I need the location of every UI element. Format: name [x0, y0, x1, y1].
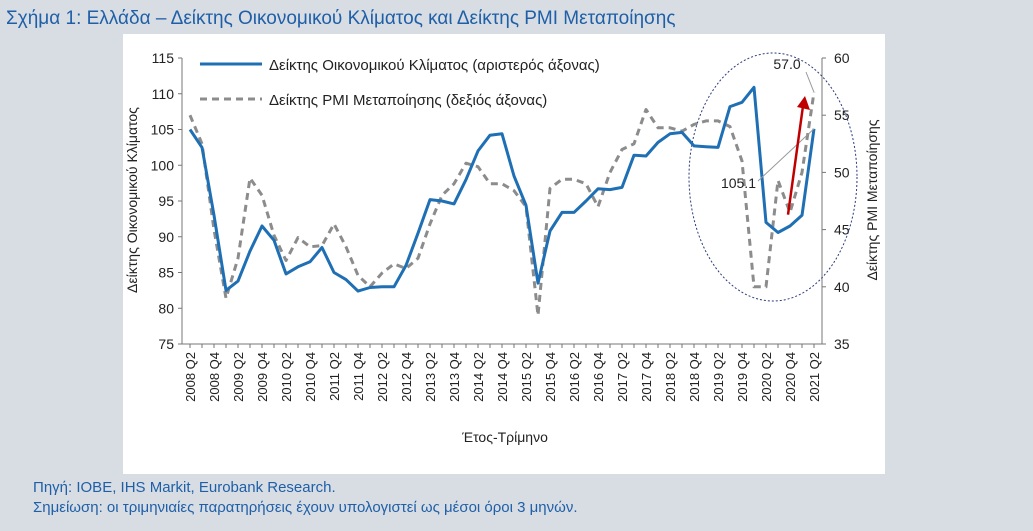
x-tick-label: 2009 Q2 [231, 352, 246, 402]
annotations: 105.1 57.0 [721, 56, 815, 215]
y-right-tick-label: 55 [834, 107, 850, 123]
x-tick-label: 2020 Q2 [759, 352, 774, 402]
y-left-tick-label: 95 [158, 193, 174, 209]
y-left-tick-label: 115 [152, 50, 175, 66]
x-tick-label: 2018 Q4 [687, 352, 702, 402]
series-layer [188, 52, 858, 317]
y-left-tick-label: 100 [151, 157, 175, 173]
y-left-tick-label: 110 [152, 86, 175, 102]
recovery-arrow-shaft [786, 105, 805, 215]
x-tick-label: 2011 Q4 [351, 352, 366, 401]
highlight-ellipse [688, 52, 858, 302]
pmi-series-line [188, 92, 816, 317]
x-tick-label: 2014 Q2 [471, 352, 486, 402]
y-axis-right-title: Δείκτης PMI Μεταποίησης [864, 119, 880, 280]
y-right-tick-label: 40 [834, 279, 850, 295]
x-tick-label: 2017 Q4 [639, 352, 654, 402]
x-tick-label: 2019 Q2 [711, 352, 726, 402]
x-tick-label: 2012 Q2 [375, 352, 390, 402]
x-tick-label: 2015 Q2 [519, 352, 534, 402]
legend-pmi-label: Δείκτης PMI Μεταποίησης (δεξιός άξονας) [269, 92, 547, 109]
pmi-callout-line [805, 71, 815, 93]
y-left-tick-label: 85 [158, 265, 174, 281]
x-tick-label: 2015 Q4 [543, 352, 558, 402]
y-axis-left-title: Δείκτης Οικονομικού Κλίματος [124, 107, 140, 293]
pmi-last-value-label: 57.0 [773, 56, 800, 72]
x-tick-label: 2018 Q2 [663, 352, 678, 402]
esi-last-value-label: 105.1 [721, 175, 756, 191]
recovery-arrow-head [797, 96, 810, 110]
x-tick-label: 2010 Q2 [279, 352, 294, 402]
x-tick-label: 2021 Q2 [807, 352, 822, 402]
legend: Δείκτης Οικονομικού Κλίματος (αριστερός … [200, 57, 600, 109]
y-right-tick-label: 35 [834, 336, 850, 352]
x-tick-label: 2012 Q4 [399, 352, 414, 402]
y-right-tick-label: 50 [834, 164, 850, 180]
x-tick-label: 2020 Q4 [783, 352, 798, 402]
y-left-tick-label: 90 [158, 229, 174, 245]
legend-esi-label: Δείκτης Οικονομικού Κλίματος (αριστερός … [269, 57, 600, 74]
y-right-tick-label: 45 [834, 222, 850, 238]
y-left-tick-label: 80 [158, 300, 174, 316]
x-tick-label: 2016 Q4 [591, 352, 606, 402]
x-tick-label: 2014 Q4 [495, 352, 510, 402]
x-tick-label: 2008 Q4 [207, 352, 222, 402]
figure-title: Σχήμα 1: Ελλάδα – Δείκτης Οικονομικού Κλ… [6, 8, 676, 29]
x-tick-label: 2009 Q4 [255, 352, 270, 402]
y-left-tick-label: 105 [151, 122, 175, 138]
esi-callout-line [757, 128, 815, 182]
x-tick-label: 2013 Q4 [447, 352, 462, 402]
y-right-tick-label: 60 [834, 50, 850, 66]
x-tick-label: 2017 Q2 [615, 352, 630, 402]
x-tick-label: 2016 Q2 [567, 352, 582, 402]
x-axis-title: Έτος-Τρίμηνο [461, 429, 548, 445]
x-tick-label: 2019 Q4 [735, 352, 750, 402]
ticks: 75 80 85 90 95 100 105 110 115 35 40 45 50 55 60 2008 Q… [151, 50, 850, 402]
source-note: Πηγή: IOBE, IHS Markit, Eurobank Researc… [33, 479, 336, 496]
y-left-tick-label: 75 [158, 336, 174, 352]
x-tick-label: 2013 Q2 [423, 352, 438, 402]
x-tick-label: 2008 Q2 [183, 352, 198, 402]
x-tick-label: 2011 Q2 [327, 352, 342, 401]
x-tick-label: 2010 Q4 [303, 352, 318, 402]
footnote: Σημείωση: οι τριμηνιαίες παρατηρήσεις έχ… [33, 499, 578, 516]
